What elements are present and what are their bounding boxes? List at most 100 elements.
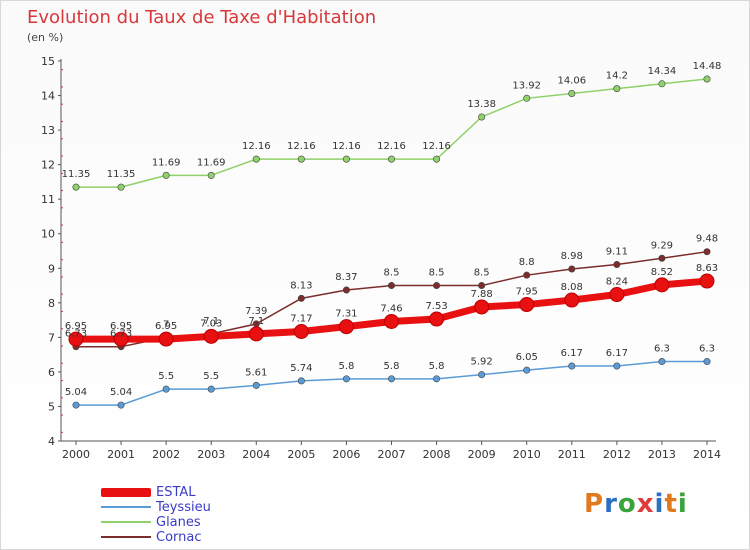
legend-label-glanes: Glanes (156, 515, 201, 530)
legend-item-estal: ESTAL (101, 485, 261, 500)
data-point-glanes (72, 183, 80, 191)
data-label-glanes: 12.16 (422, 141, 451, 152)
data-label-estal: 7.88 (471, 289, 493, 300)
x-tick-label: 2002 (152, 448, 180, 461)
data-point-estal (158, 331, 174, 347)
data-point-estal (564, 292, 580, 308)
data-label-teyssieu: 5.8 (384, 361, 400, 372)
data-label-teyssieu: 6.17 (561, 348, 583, 359)
y-tick-label: 15 (41, 55, 55, 68)
data-point-estal (293, 323, 309, 339)
data-point-glanes (523, 94, 531, 102)
data-point-teyssieu (297, 377, 305, 385)
data-point-estal (384, 313, 399, 329)
data-point-teyssieu (568, 362, 576, 370)
data-point-teyssieu (117, 401, 125, 409)
x-tick-label: 2006 (332, 448, 360, 461)
data-label-cornac: 9.48 (696, 234, 718, 245)
data-label-glanes: 11.69 (197, 157, 226, 168)
data-label-estal: 7.95 (516, 287, 538, 298)
data-point-teyssieu (478, 371, 486, 379)
data-point-estal (338, 319, 354, 335)
data-point-estal (68, 331, 84, 347)
data-label-teyssieu: 6.05 (516, 352, 538, 363)
data-label-estal: 8.08 (561, 282, 583, 293)
x-tick-label: 2001 (107, 448, 135, 461)
legend-item-teyssieu: Teyssieu (101, 500, 261, 515)
legend: ESTAL Teyssieu Glanes Cornac (101, 485, 261, 545)
data-point-estal (429, 311, 445, 327)
data-label-glanes: 12.16 (332, 141, 361, 152)
data-label-glanes: 14.34 (648, 66, 677, 77)
data-point-glanes (658, 80, 666, 88)
data-point-glanes (568, 89, 576, 97)
data-point-cornac (342, 286, 350, 294)
data-label-estal: 7.31 (335, 309, 357, 320)
data-point-cornac (703, 248, 711, 256)
data-label-glanes: 12.16 (242, 141, 271, 152)
data-label-glanes: 11.35 (62, 169, 91, 180)
data-label-glanes: 11.35 (107, 169, 136, 180)
data-point-cornac (568, 265, 576, 273)
data-label-cornac: 8.98 (561, 251, 583, 262)
data-point-teyssieu (703, 358, 711, 366)
legend-label-teyssieu: Teyssieu (156, 500, 211, 515)
data-label-teyssieu: 5.5 (158, 371, 174, 382)
data-point-teyssieu (523, 366, 531, 374)
y-tick-label: 8 (48, 297, 55, 310)
data-label-estal: 7.03 (200, 318, 222, 329)
data-label-estal: 8.63 (696, 263, 718, 274)
data-point-teyssieu (658, 358, 666, 366)
legend-item-glanes: Glanes (101, 515, 261, 530)
data-label-cornac: 8.37 (335, 272, 357, 283)
data-point-estal (609, 287, 625, 303)
data-label-cornac: 7 (163, 319, 169, 330)
data-point-teyssieu (433, 375, 441, 383)
data-label-glanes: 13.92 (512, 80, 541, 91)
x-tick-label: 2010 (513, 448, 541, 461)
data-point-estal (699, 273, 715, 289)
x-tick-label: 2000 (62, 448, 90, 461)
data-point-teyssieu (207, 385, 215, 393)
legend-label-estal: ESTAL (156, 485, 196, 500)
data-label-cornac: 6.73 (65, 329, 87, 340)
data-label-cornac: 8.5 (429, 268, 445, 279)
data-point-glanes (433, 155, 441, 163)
series-line-glanes (76, 78, 708, 188)
x-tick-label: 2004 (242, 448, 270, 461)
data-label-teyssieu: 5.61 (245, 367, 267, 378)
x-tick-label: 2008 (423, 448, 451, 461)
x-tick-label: 2011 (558, 448, 586, 461)
x-tick-label: 2007 (378, 448, 406, 461)
data-label-cornac: 9.29 (651, 240, 673, 251)
data-point-glanes (613, 85, 621, 93)
legend-label-cornac: Cornac (156, 530, 202, 545)
data-label-teyssieu: 5.74 (290, 363, 312, 374)
data-point-glanes (207, 171, 215, 179)
data-point-glanes (162, 171, 170, 179)
data-label-teyssieu: 6.17 (606, 348, 628, 359)
data-point-cornac (433, 282, 441, 290)
data-label-teyssieu: 6.3 (699, 344, 715, 355)
data-point-cornac (658, 254, 666, 262)
legend-swatch-cornac (101, 536, 151, 538)
x-tick-label: 2009 (468, 448, 496, 461)
data-label-estal: 6.95 (155, 321, 177, 332)
data-label-glanes: 13.38 (467, 99, 496, 110)
data-label-glanes: 14.2 (606, 71, 628, 82)
data-point-glanes (387, 155, 395, 163)
data-point-cornac (387, 282, 395, 290)
data-point-estal (113, 331, 129, 347)
data-point-glanes (703, 75, 711, 83)
data-label-cornac: 8.13 (290, 280, 312, 291)
data-point-glanes (117, 183, 125, 191)
data-point-teyssieu (252, 381, 260, 389)
data-label-cornac: 7.1 (203, 316, 219, 327)
x-tick-label: 2013 (648, 448, 676, 461)
data-point-teyssieu (72, 401, 80, 409)
data-label-cornac: 8.5 (474, 268, 490, 279)
data-label-estal: 8.52 (651, 267, 673, 278)
legend-swatch-teyssieu (101, 506, 151, 508)
